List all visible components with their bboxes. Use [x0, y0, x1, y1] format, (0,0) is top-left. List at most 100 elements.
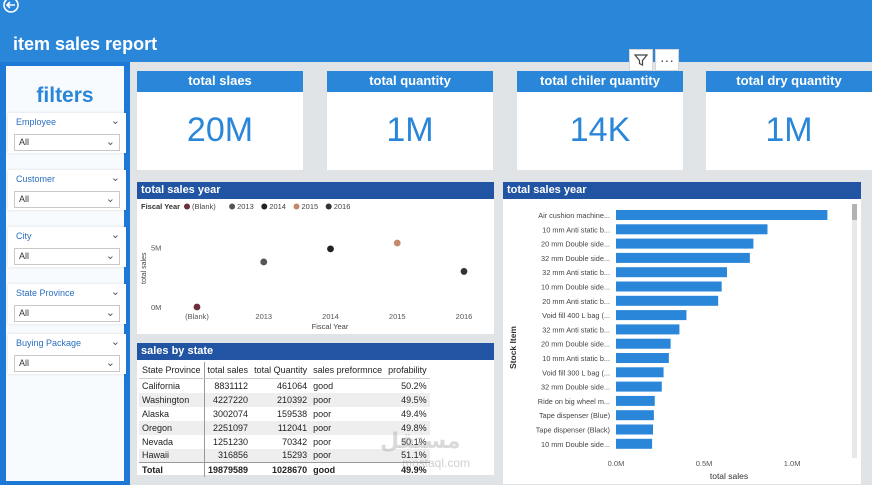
table-header-cell[interactable]: profability — [385, 362, 430, 379]
bar — [616, 310, 687, 321]
slicer-customer: Customer ⌄ All ⌄ — [8, 170, 126, 210]
filter-panel-inner: filters Employee ⌄ All ⌄ Customer ⌄ All ⌄ City ⌄ A… — [6, 66, 126, 481]
scatter-point — [327, 245, 334, 253]
chevron-down-icon: ⌄ — [105, 357, 115, 369]
slicer-dropdown[interactable]: All ⌄ — [14, 305, 120, 322]
slicer-value: All — [19, 251, 30, 261]
bar — [616, 338, 671, 349]
y-tick-label: 32 mm Double side... — [541, 254, 610, 263]
y-tick-label: 10 mm Double side... — [541, 283, 610, 292]
slicer-dropdown[interactable]: All ⌄ — [14, 248, 120, 265]
slicer-value: All — [19, 358, 30, 368]
filter-icon[interactable] — [629, 49, 653, 71]
slicer-label: State Province — [16, 288, 75, 298]
table-cell: 112041 — [251, 420, 311, 435]
slicer-city: City ⌄ All ⌄ — [8, 227, 126, 267]
slicer-label: City — [16, 231, 32, 241]
x-tick-label: 0.5M — [696, 459, 713, 468]
slicer-dropdown[interactable]: All ⌄ — [14, 191, 120, 208]
x-tick-label: 1.0M — [784, 459, 801, 468]
bar — [616, 395, 655, 406]
table-cell: 50.1% — [401, 436, 427, 447]
table-row[interactable]: Nevada 1251230 70342 poor 50.1% — [139, 434, 430, 449]
x-axis-label: Fiscal Year — [312, 322, 349, 331]
table-cell: 49.5% — [385, 392, 430, 407]
y-tick-label: Ride on big wheel m... — [538, 397, 610, 406]
scatter-point — [260, 258, 268, 266]
table-row[interactable]: Hawaii 316856 15293 poor 51.1% — [139, 448, 430, 463]
table-row[interactable]: California 8831112 461064 good 50.2% — [139, 378, 430, 393]
bar — [616, 238, 754, 249]
y-tick-label: 20 mm Double side... — [541, 240, 610, 249]
table-header-cell[interactable]: State Province — [139, 362, 205, 379]
chevron-down-icon[interactable]: ⌄ — [110, 336, 120, 348]
legend-label: 2016 — [334, 202, 351, 211]
scatter-point — [193, 303, 201, 311]
chevron-down-icon[interactable]: ⌄ — [110, 286, 120, 298]
table-cell: 461064 — [277, 380, 308, 391]
bar-chart-scrollbar[interactable] — [852, 204, 857, 458]
legend-label: 2015 — [302, 202, 319, 211]
kpi-card-title: total chiler quantity — [517, 71, 683, 92]
table-cell: 50.2% — [401, 380, 427, 391]
table-cell: Hawaii — [139, 448, 205, 463]
chevron-down-icon[interactable]: ⌄ — [110, 229, 120, 241]
table-header-cell[interactable]: sales preformnce — [310, 362, 386, 379]
table-cell: Alaska — [139, 406, 205, 421]
filters-title: filters — [36, 84, 94, 107]
watermark-text: mostaql.com — [402, 456, 471, 470]
legend-marker — [229, 203, 236, 210]
table-cell: 51.1% — [385, 448, 430, 463]
table-cell: 3002074 — [213, 408, 249, 419]
chevron-down-icon[interactable]: ⌄ — [110, 172, 120, 184]
table-row[interactable]: Alaska 3002074 159538 poor 49.4% — [139, 406, 430, 421]
y-tick-label: Void fill 300 L bag (... — [542, 368, 610, 377]
legend-title: Fiscal Year — [141, 202, 180, 211]
bar-chart: Air cushion machine... 10 mm Anti static … — [508, 210, 828, 481]
chevron-down-icon[interactable]: ⌄ — [110, 115, 120, 127]
report-header: item sales report — [0, 0, 872, 62]
scrollbar-thumb[interactable] — [852, 204, 857, 220]
sales-by-state-title: sales by state — [137, 343, 494, 360]
bar-chart-title: total sales year — [503, 182, 861, 199]
slicer-dropdown[interactable]: All ⌄ — [14, 355, 120, 372]
y-tick-label: 0M — [151, 303, 161, 312]
slicer-label: Buying Package — [16, 338, 82, 348]
table-row[interactable]: Oregon 2251097 112041 poor 49.8% — [139, 420, 430, 435]
legend-marker — [293, 203, 300, 210]
bar — [616, 424, 653, 435]
legend-marker — [325, 203, 332, 210]
kpi-card-value: 20M — [186, 111, 254, 149]
slicer-buying-package: Buying Package ⌄ All ⌄ — [8, 334, 126, 374]
table-total-row[interactable]: Total 19879589 1028670 good 49.9% — [139, 462, 430, 477]
bar — [616, 367, 664, 378]
bar — [616, 281, 722, 292]
bar — [616, 252, 750, 263]
table-header-cell[interactable]: total Quantity — [251, 362, 311, 379]
slicer-state-province: State Province ⌄ All ⌄ — [8, 284, 126, 324]
bar — [616, 324, 680, 335]
x-axis-label: total sales — [710, 471, 748, 481]
y-tick-label: 10 mm Anti static b... — [542, 225, 610, 234]
y-tick-label: 32 mm Anti static b... — [542, 325, 610, 334]
x-tick-label: 2013 — [255, 312, 272, 321]
kpi-card: total chiler quantity 14K — [517, 71, 683, 170]
slicer-value: All — [19, 137, 30, 147]
y-tick-label: 32 mm Anti static b... — [542, 268, 610, 277]
slicer-dropdown[interactable]: All ⌄ — [14, 134, 120, 151]
y-axis-label: total sales — [141, 252, 148, 284]
back-arrow-icon[interactable] — [2, 0, 20, 14]
table-cell: 210392 — [251, 392, 311, 407]
scatter-chart-title: total sales year — [137, 182, 494, 199]
kpi-card-value: 14K — [569, 111, 631, 149]
table-header-cell[interactable]: total sales — [204, 362, 252, 379]
table-row[interactable]: Washington 4227220 210392 poor 49.5% — [139, 392, 430, 407]
y-tick-label: Tape dispenser (Blue) — [539, 411, 610, 420]
x-tick-label: 2016 — [456, 312, 473, 321]
y-tick-label: 20 mm Anti static b... — [542, 297, 610, 306]
table-cell: 15293 — [251, 448, 311, 463]
table-cell: good — [313, 380, 334, 391]
more-options-button[interactable]: ··· — [655, 49, 679, 71]
x-tick-label: 2014 — [322, 312, 339, 321]
chevron-down-icon: ⌄ — [105, 250, 115, 262]
